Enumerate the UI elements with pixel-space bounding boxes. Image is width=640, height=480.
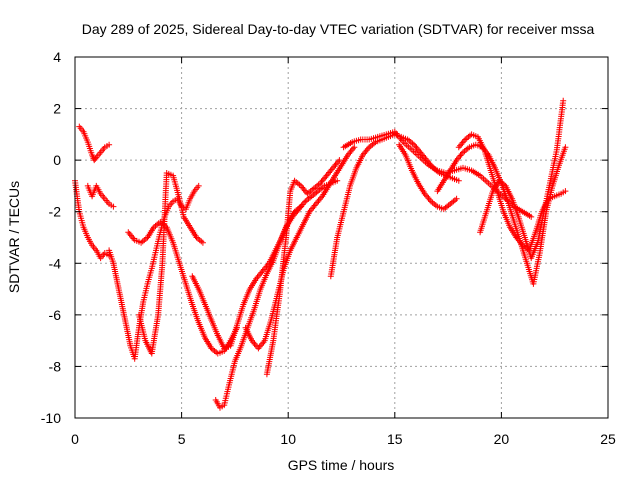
x-axis-label: GPS time / hours [288,457,395,473]
series-track-9 [242,144,358,352]
series-track-6 [136,170,206,357]
data-point-markers [76,123,113,164]
chart-title: Day 289 of 2025, Sidereal Day-to-day VTE… [82,21,595,37]
grid [75,57,608,418]
x-tick-label: 0 [71,431,79,447]
series-track-16 [477,97,567,262]
series-track-13 [396,141,460,213]
x-tick-label: 25 [600,431,616,447]
x-tick-label: 5 [178,431,186,447]
data-point-markers [106,182,202,362]
data-point-markers [396,141,460,213]
y-tick-label: 0 [53,152,61,168]
y-tick-label: -4 [49,255,62,271]
y-tick-label: -10 [41,410,61,426]
x-tick-label: 20 [494,431,510,447]
data-point-markers [242,144,358,352]
y-tick-label: -8 [49,358,62,374]
data-point-markers [477,97,567,262]
y-tick-label: 4 [53,49,61,65]
y-axis-label: SDTVAR / TECUs [6,181,22,293]
series-track-4 [106,182,202,362]
data-points [72,97,569,411]
x-tick-label: 15 [387,431,403,447]
axis-ticks: 0 5 10 15 20 25 -10 -8 -6 -4 -2 0 2 4 [41,49,616,447]
series-track-2 [76,123,113,164]
series-track-3 [84,182,117,210]
data-point-markers [84,182,117,210]
y-tick-label: -2 [49,204,62,220]
data-point-markers [136,170,206,357]
y-tick-label: -6 [49,307,62,323]
data-point-markers [263,157,343,378]
plot-frame [74,56,609,419]
series-track-10 [263,157,343,378]
y-tick-label: 2 [53,101,61,117]
x-tick-label: 10 [280,431,296,447]
